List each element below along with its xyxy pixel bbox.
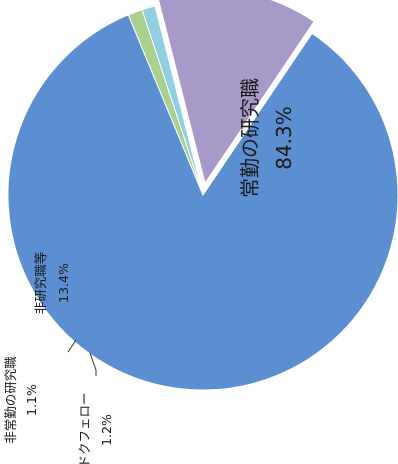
slice-value-nonresearch: 13.4% xyxy=(56,263,71,303)
pie-slice-nonregular xyxy=(141,5,204,196)
leader-line-nonregular xyxy=(67,339,77,353)
slice-label-docfellow: ドクフェロー xyxy=(77,392,92,464)
leader-line-docfellow xyxy=(89,352,97,376)
slice-value-docfellow: 1.2% xyxy=(99,414,114,446)
pie-slice-regular xyxy=(7,14,398,391)
pie-slice-nonresearch xyxy=(158,0,315,185)
slice-label-nonresearch: 非研究職等 xyxy=(33,252,48,315)
slice-label-regular: 常勤の研究職 xyxy=(238,78,262,198)
slice-value-nonregular: 1.1% xyxy=(24,384,39,416)
pie-slices xyxy=(7,0,398,391)
slice-label-nonregular: 非常勤の研究職 xyxy=(3,356,18,444)
slice-value-regular: 84.3% xyxy=(272,106,296,170)
